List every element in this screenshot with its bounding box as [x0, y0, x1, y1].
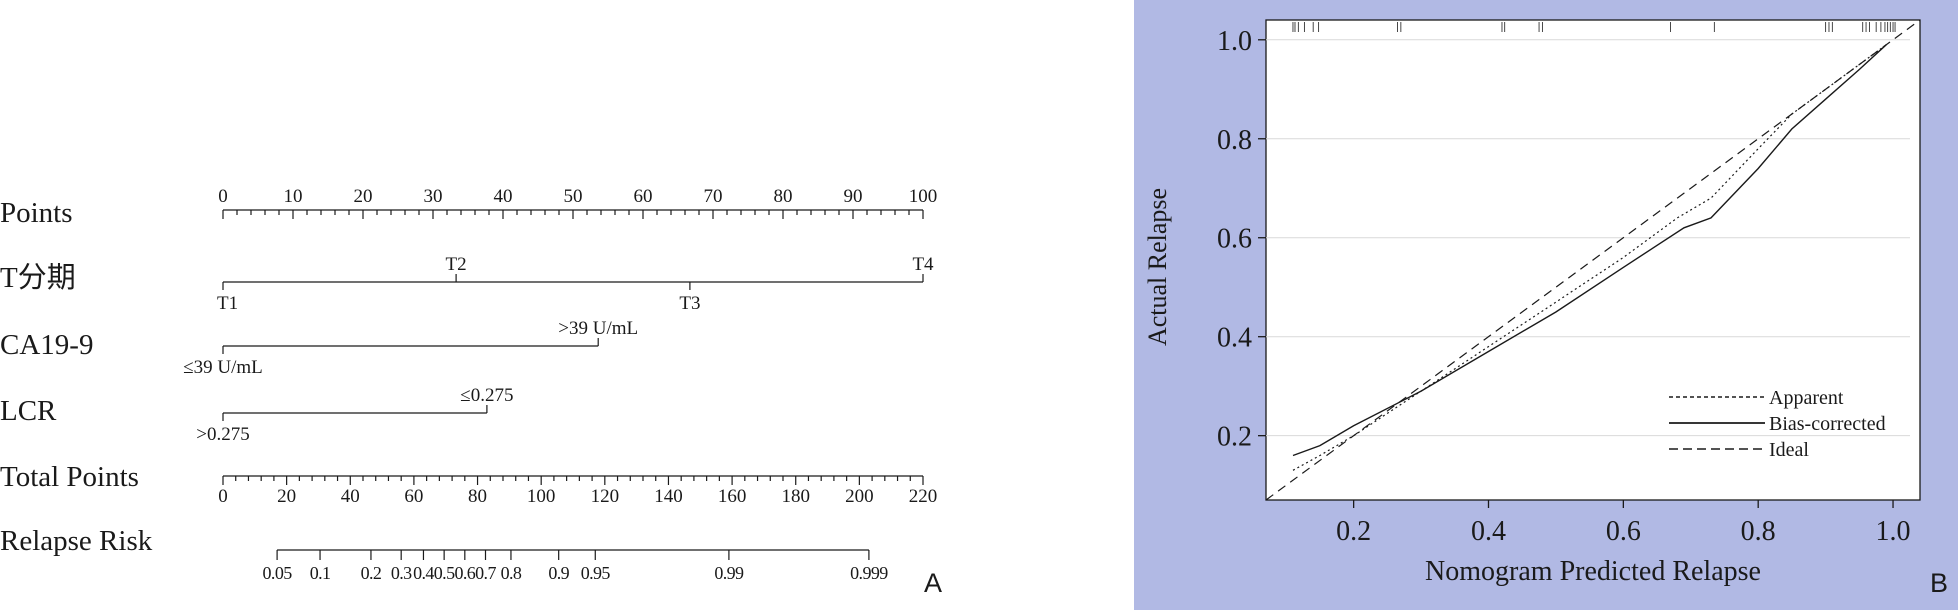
tick-label: 100: [909, 186, 938, 207]
y-axis-label: Actual Relapse: [1143, 188, 1172, 346]
tick-label: 180: [781, 486, 810, 507]
risk-tick-label: 0.8: [501, 563, 522, 583]
tick-label: 80: [774, 186, 793, 207]
x-tick-label: 0.6: [1606, 516, 1641, 547]
risk-tick-label: 0.3: [391, 563, 412, 583]
row-label: LCR: [0, 395, 57, 427]
risk-tick-label: 0.05: [263, 563, 293, 583]
tick-label: 160: [718, 486, 747, 507]
row-label: Relapse Risk: [0, 525, 153, 557]
y-tick-label: 0.8: [1217, 125, 1252, 156]
y-tick-label: 1.0: [1217, 26, 1252, 57]
panel-letter-b: B: [1930, 568, 1949, 598]
risk-tick-label: 0.5: [434, 563, 455, 583]
tick-label: 140: [654, 486, 683, 507]
tick-label: 20: [277, 486, 296, 507]
x-tick-label: 0.2: [1336, 516, 1371, 547]
level-label: ≤0.275: [460, 385, 513, 406]
risk-tick-label: 0.2: [361, 563, 382, 583]
x-tick-label: 0.4: [1471, 516, 1506, 547]
row-label: CA19-9: [0, 329, 93, 361]
calibration-chart: 0.2 0.4 0.6 0.8 1.0 0.2 0.4 0.6 0.8 1.0 Nomogram P…: [1143, 19, 1921, 587]
tick-label: 60: [634, 186, 653, 207]
level-label: >39 U/mL: [558, 318, 638, 339]
y-tick-label: 0.2: [1217, 422, 1252, 453]
tick-label: 10: [284, 186, 303, 207]
level-label: T2: [446, 254, 467, 275]
tick-label: 80: [468, 486, 487, 507]
row-label: T分期: [0, 262, 76, 294]
tick-label: 40: [341, 486, 360, 507]
level-label: T4: [912, 254, 934, 275]
panel-letter-a: A: [924, 568, 943, 598]
calibration-panel: 0.2 0.4 0.6 0.8 1.0 0.2 0.4 0.6 0.8 1.0 Nomogram P…: [1134, 0, 1958, 610]
level-label: T3: [679, 293, 700, 314]
tick-label: 200: [845, 486, 874, 507]
legend-label: Apparent: [1769, 387, 1844, 409]
series-line-bias-corrected: [1292, 44, 1887, 457]
legend-label: Bias-corrected: [1769, 413, 1886, 435]
risk-tick-label: 0.95: [581, 563, 611, 583]
y-tick-label: 0.4: [1217, 323, 1252, 354]
x-tick-label: 1.0: [1876, 516, 1911, 547]
tick-label: 120: [591, 486, 620, 507]
tick-label: 70: [704, 186, 723, 207]
tick-label: 0: [218, 486, 228, 507]
level-label: >0.275: [196, 424, 249, 445]
risk-tick-label: 0.9: [548, 563, 569, 583]
nomogram-chart: Points 0 10 20 30 40 50 60 70 80 90 100 T分期 T1 T2 T3 T4 C…: [0, 186, 938, 583]
risk-tick-label: 0.99: [714, 563, 744, 583]
level-label: T1: [217, 293, 238, 314]
risk-tick-label: 0.1: [310, 563, 331, 583]
tick-label: 50: [564, 186, 583, 207]
risk-tick-label: 0.999: [850, 563, 888, 583]
tick-label: 0: [218, 186, 228, 207]
x-axis-label: Nomogram Predicted Relapse: [1425, 556, 1761, 587]
tick-label: 90: [844, 186, 863, 207]
risk-tick-label: 0.4: [413, 563, 434, 583]
series-line-apparent: [1292, 44, 1887, 471]
tick-label: 40: [494, 186, 513, 207]
series-line-ideal: [1265, 19, 1921, 501]
row-label: Points: [0, 197, 73, 229]
level-label: ≤39 U/mL: [183, 357, 263, 378]
row-label: Total Points: [0, 461, 139, 493]
tick-label: 30: [424, 186, 443, 207]
tick-label: 220: [909, 486, 938, 507]
tick-label: 60: [404, 486, 423, 507]
tick-label: 100: [527, 486, 556, 507]
y-tick-label: 0.6: [1217, 224, 1252, 255]
x-tick-label: 0.8: [1741, 516, 1776, 547]
risk-tick-label: 0.6: [454, 563, 475, 583]
legend-label: Ideal: [1769, 439, 1809, 461]
tick-label: 20: [354, 186, 373, 207]
nomogram-panel: Points 0 10 20 30 40 50 60 70 80 90 100 T分期 T1 T2 T3 T4 C…: [0, 186, 943, 598]
risk-tick-label: 0.7: [475, 563, 496, 583]
